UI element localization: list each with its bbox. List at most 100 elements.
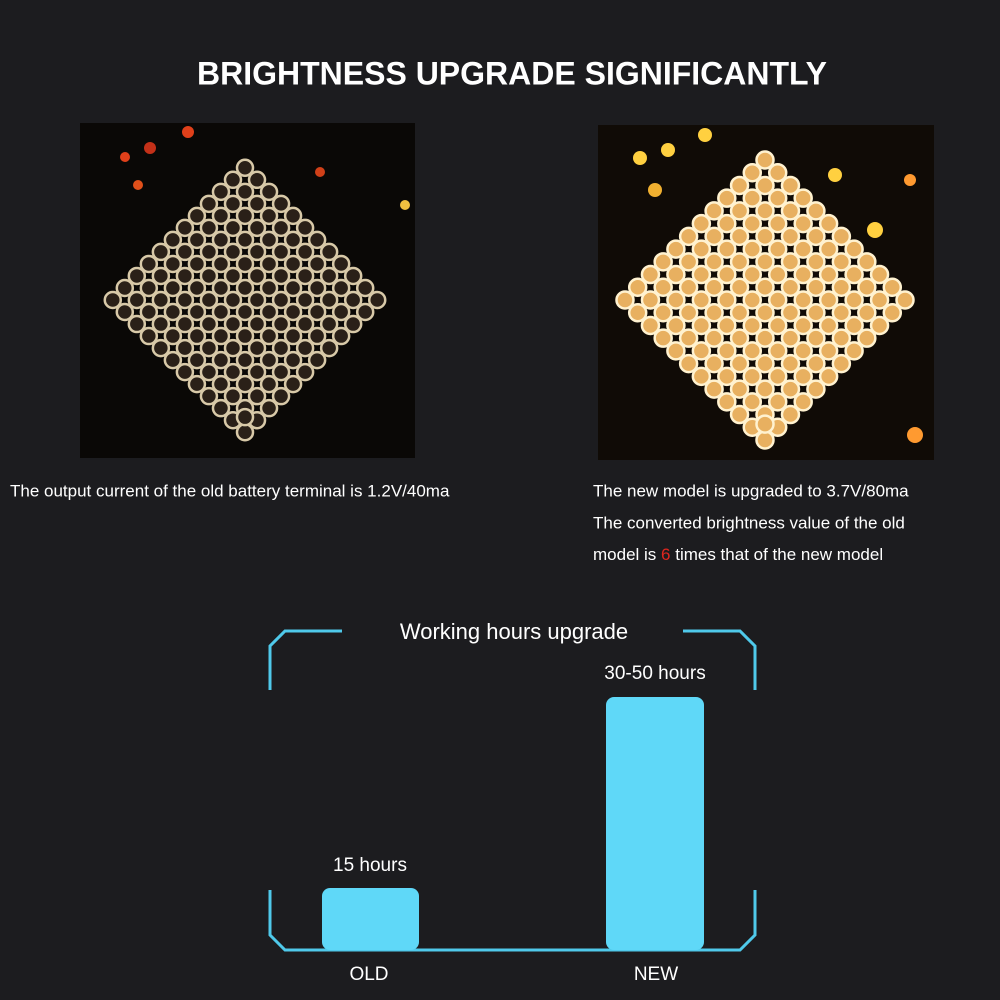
light [331,326,351,346]
light [319,290,339,310]
light [247,338,267,358]
light [793,341,813,361]
light [627,277,648,298]
light [678,353,699,374]
bokeh [182,126,194,138]
light [818,264,839,285]
light [199,338,219,358]
light [729,226,750,247]
light [831,302,852,323]
new-caption: The new model is upgraded to 3.7V/80ma [593,481,909,500]
light [259,350,279,370]
bokeh [400,200,410,210]
new-lights [615,128,923,450]
light [235,254,255,274]
light [295,218,315,238]
light [869,264,890,285]
light [187,350,207,370]
light [175,266,195,286]
light [199,266,219,286]
light [247,218,267,238]
light [187,206,207,226]
light [678,277,699,298]
light [319,314,339,334]
light [882,277,903,298]
light [355,302,375,322]
light [235,278,255,298]
bokeh [867,222,883,238]
light [767,290,788,310]
light [259,278,279,298]
light [767,188,788,208]
light [283,206,303,226]
old-caption: The output current of the old battery te… [10,481,450,500]
light [235,182,255,202]
light [223,290,243,310]
light [793,290,813,310]
light [271,362,291,382]
light [704,353,724,374]
bokeh [698,128,712,142]
light [223,386,243,406]
light [259,206,279,226]
light [729,353,750,374]
light [283,254,303,274]
light [742,366,763,387]
light [717,290,737,310]
light [857,277,877,298]
light [704,328,724,348]
light [307,302,327,322]
light [235,350,255,370]
light [127,290,147,310]
light [199,386,219,406]
light [175,242,195,262]
bokeh [907,427,923,443]
light [818,366,839,387]
hours-title: Working hours upgrade [400,619,628,644]
light [247,170,267,190]
light [247,386,267,406]
light [767,366,788,387]
bracket [268,629,342,690]
light [259,398,279,418]
light [742,315,763,336]
light [755,353,775,374]
light [717,366,737,387]
light [767,239,788,259]
light [283,278,303,298]
light [780,404,801,425]
light [139,326,159,346]
light [295,314,315,334]
light [247,362,267,382]
light [211,398,231,418]
light [742,264,763,285]
light [869,315,890,336]
light [199,362,219,382]
light [831,328,852,348]
bokeh [648,183,662,197]
light [367,290,387,310]
caption-text: times that of the new model [671,545,884,564]
light [729,379,750,399]
light [742,188,763,208]
light [767,264,788,285]
light [704,252,724,272]
bokeh [315,167,325,177]
bokeh [633,151,647,165]
light [235,422,255,442]
light [755,175,775,196]
light [199,218,219,238]
light [653,252,673,272]
light [882,302,903,323]
light [793,213,813,234]
light [259,326,279,346]
light [223,194,243,214]
light [640,264,661,285]
caption-text: model is [593,545,661,564]
light [857,302,877,323]
light [653,277,673,298]
light [235,158,255,178]
light [223,170,243,190]
light [742,162,763,183]
light [767,392,788,412]
